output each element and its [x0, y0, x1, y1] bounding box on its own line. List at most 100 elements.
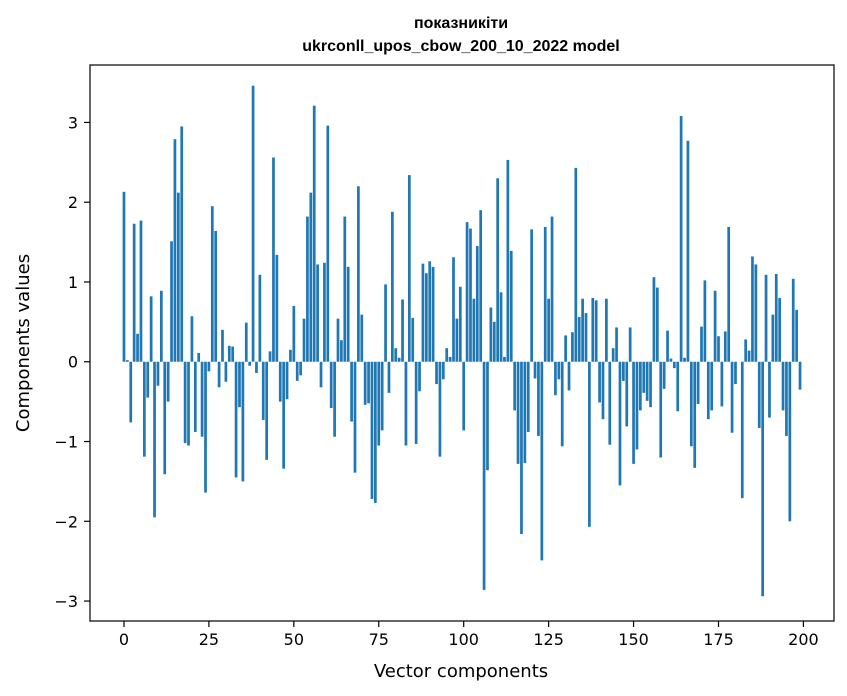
chart-title-line2: ukrconll_upos_cbow_200_10_2022 model — [302, 38, 619, 55]
bar — [686, 140, 690, 362]
bar — [268, 351, 272, 362]
bar — [190, 316, 194, 362]
bar — [455, 318, 459, 362]
bar — [370, 361, 374, 499]
bar — [221, 329, 224, 362]
bar — [295, 361, 299, 381]
x-tick-label: 75 — [369, 630, 389, 649]
bar — [401, 299, 404, 362]
bar — [241, 361, 245, 482]
bar — [537, 361, 540, 436]
bar — [723, 331, 727, 362]
bar — [523, 361, 527, 464]
bar — [319, 361, 323, 388]
bar — [720, 361, 724, 407]
bar — [353, 361, 357, 473]
bar — [129, 361, 133, 423]
y-tick-label: −3 — [54, 592, 78, 611]
bar — [323, 262, 326, 362]
bar — [299, 361, 302, 376]
bar — [747, 350, 751, 362]
bar — [357, 186, 360, 362]
bar — [166, 361, 170, 402]
bar — [509, 250, 513, 362]
x-tick-label: 125 — [533, 630, 564, 649]
bar — [258, 274, 262, 362]
bar — [543, 226, 547, 362]
bar — [204, 361, 207, 493]
bar — [421, 263, 425, 362]
bar — [577, 317, 581, 362]
bar — [173, 139, 177, 362]
bar — [261, 361, 265, 420]
bar — [581, 298, 584, 362]
bar — [363, 361, 367, 405]
bar — [210, 206, 214, 362]
bar — [407, 175, 411, 362]
bar — [156, 361, 160, 386]
bar — [469, 228, 472, 362]
bar — [309, 192, 313, 362]
bar — [615, 327, 618, 362]
x-tick-label: 100 — [448, 630, 479, 649]
bar — [289, 349, 292, 362]
y-tick-label: −2 — [54, 512, 78, 531]
bar — [672, 361, 676, 369]
bar — [255, 361, 258, 373]
bar — [374, 361, 377, 503]
bar — [788, 361, 792, 522]
bar — [717, 336, 720, 362]
bar-series — [122, 85, 802, 597]
bar — [574, 167, 578, 362]
bar — [649, 361, 652, 408]
x-tick-label: 0 — [119, 630, 129, 649]
bar — [625, 361, 629, 427]
y-tick-label: 0 — [68, 353, 78, 372]
bar — [170, 241, 173, 362]
bar — [554, 361, 557, 396]
bar — [761, 361, 765, 597]
bar — [316, 264, 319, 362]
bar — [136, 333, 139, 362]
bar — [462, 361, 466, 431]
bar — [618, 361, 622, 486]
bar — [584, 313, 588, 362]
bar — [710, 361, 714, 411]
bar — [326, 125, 330, 362]
bar — [727, 226, 731, 362]
bar — [645, 361, 649, 401]
bar — [798, 361, 802, 390]
bar — [605, 298, 608, 362]
bar — [768, 361, 771, 418]
y-tick-label: −1 — [54, 433, 78, 452]
bar — [601, 361, 605, 420]
bar — [390, 211, 394, 362]
bar — [632, 361, 635, 464]
bar — [547, 298, 550, 362]
x-tick-label: 175 — [703, 630, 734, 649]
bar — [764, 274, 768, 362]
y-tick-label: 2 — [68, 193, 78, 212]
bar — [785, 361, 788, 436]
bar — [791, 278, 795, 362]
bar — [679, 116, 683, 362]
bar — [458, 286, 462, 362]
bar — [411, 317, 415, 362]
bar — [333, 361, 336, 437]
bar — [659, 361, 663, 458]
bar — [689, 361, 693, 447]
y-tick-label: 3 — [68, 113, 78, 132]
bar — [159, 290, 163, 362]
bar — [360, 314, 364, 362]
bar — [533, 361, 537, 379]
bar — [275, 254, 279, 362]
bar — [146, 361, 150, 398]
bar — [292, 305, 296, 362]
bar — [540, 361, 544, 561]
bar — [611, 348, 615, 362]
bar — [238, 361, 241, 408]
bar — [302, 318, 306, 362]
bar — [452, 257, 455, 362]
bar — [693, 361, 697, 468]
bar — [380, 361, 384, 431]
